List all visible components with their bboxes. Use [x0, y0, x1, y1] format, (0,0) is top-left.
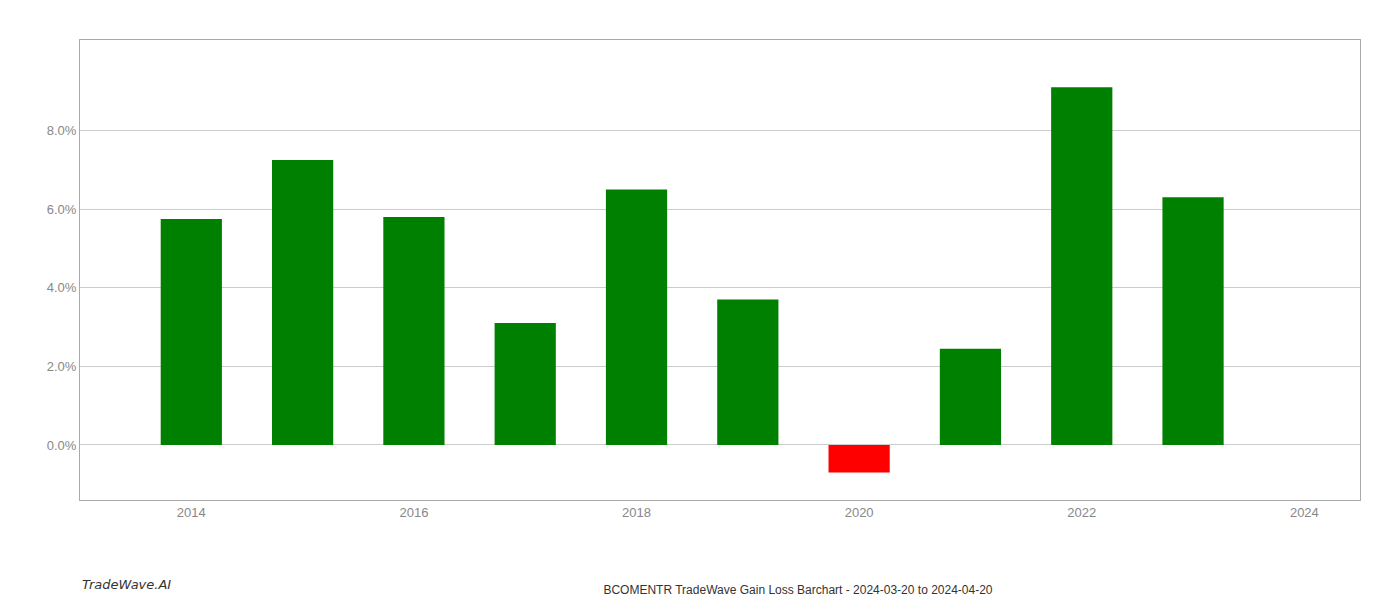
svg-text:2024: 2024: [1290, 505, 1319, 520]
svg-text:BCOMENTR TradeWave Gain Loss B: BCOMENTR TradeWave Gain Loss Barchart - …: [603, 583, 992, 597]
svg-text:2020: 2020: [845, 505, 874, 520]
svg-text:6.0%: 6.0%: [47, 202, 77, 217]
svg-text:2016: 2016: [399, 505, 428, 520]
svg-text:2014: 2014: [177, 505, 206, 520]
svg-text:4.0%: 4.0%: [47, 280, 77, 295]
svg-text:TradeWave.AI: TradeWave.AI: [82, 577, 171, 592]
svg-text:8.0%: 8.0%: [47, 123, 77, 138]
svg-text:2022: 2022: [1067, 505, 1096, 520]
svg-text:0.0%: 0.0%: [47, 438, 77, 453]
svg-text:2018: 2018: [622, 505, 651, 520]
svg-text:2.0%: 2.0%: [47, 359, 77, 374]
